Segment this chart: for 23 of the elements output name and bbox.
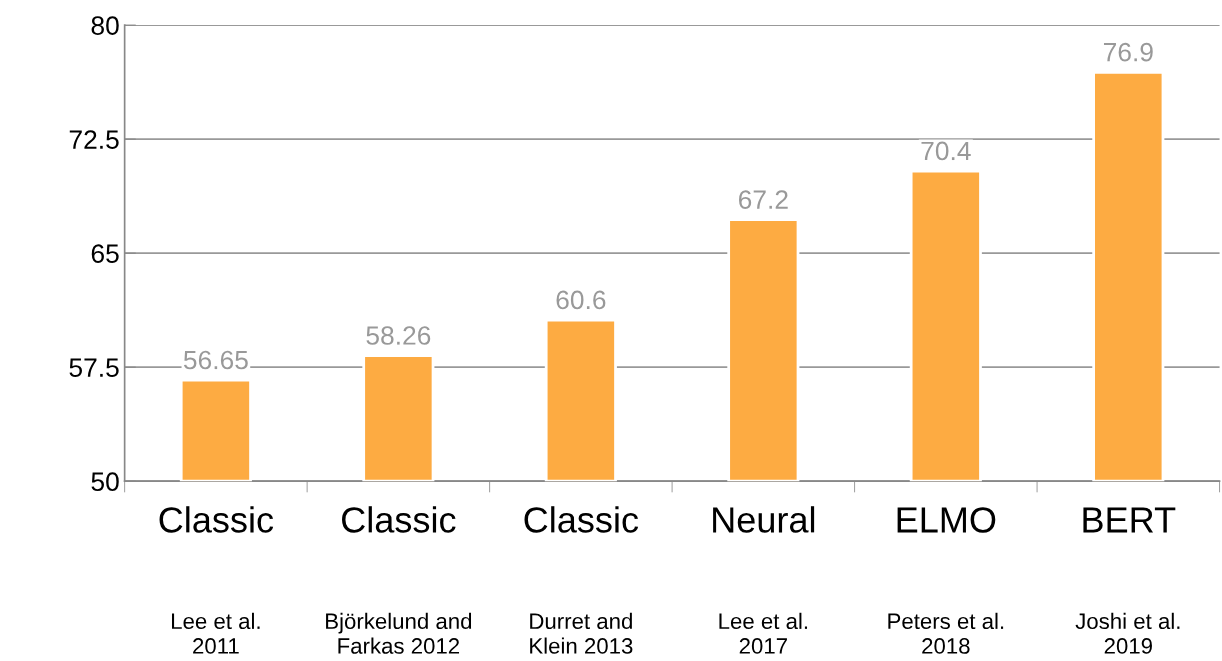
text: Lee et al. 2011 bbox=[172, 612, 260, 654]
text: Lee et al. 2017 bbox=[719, 612, 808, 654]
x-tick-label: Neural bbox=[713, 506, 815, 533]
data-label: 67.2 bbox=[739, 190, 788, 209]
x-tick-label: ELMO bbox=[897, 507, 996, 533]
text: Joshi et al. 2019 bbox=[1075, 612, 1180, 654]
data-label: 56.65 bbox=[183, 350, 248, 370]
y-tick-label: 57.5 bbox=[69, 358, 119, 378]
y-tick-label: 72.5 bbox=[69, 130, 119, 149]
x-tick-label: Classic bbox=[342, 506, 456, 533]
x-tick-label: Classic bbox=[159, 506, 274, 533]
data-label: 70.4 bbox=[921, 141, 971, 161]
text: Peters et al. 2018 bbox=[888, 612, 1004, 654]
text: Durret and Klein 2013 bbox=[530, 612, 633, 654]
text: Björkelund and Farkas 2012 bbox=[326, 612, 472, 654]
data-label: 58.26 bbox=[366, 326, 431, 345]
data-label: 60.6 bbox=[556, 290, 606, 310]
y-tick-label: 50 bbox=[91, 472, 119, 492]
data-label: 76.9 bbox=[1103, 42, 1153, 62]
y-tick-label: 65 bbox=[91, 244, 119, 263]
x-tick-label: BERT bbox=[1083, 507, 1176, 533]
y-tick-label: 80 bbox=[91, 16, 119, 35]
x-tick-label: Classic bbox=[524, 506, 639, 533]
